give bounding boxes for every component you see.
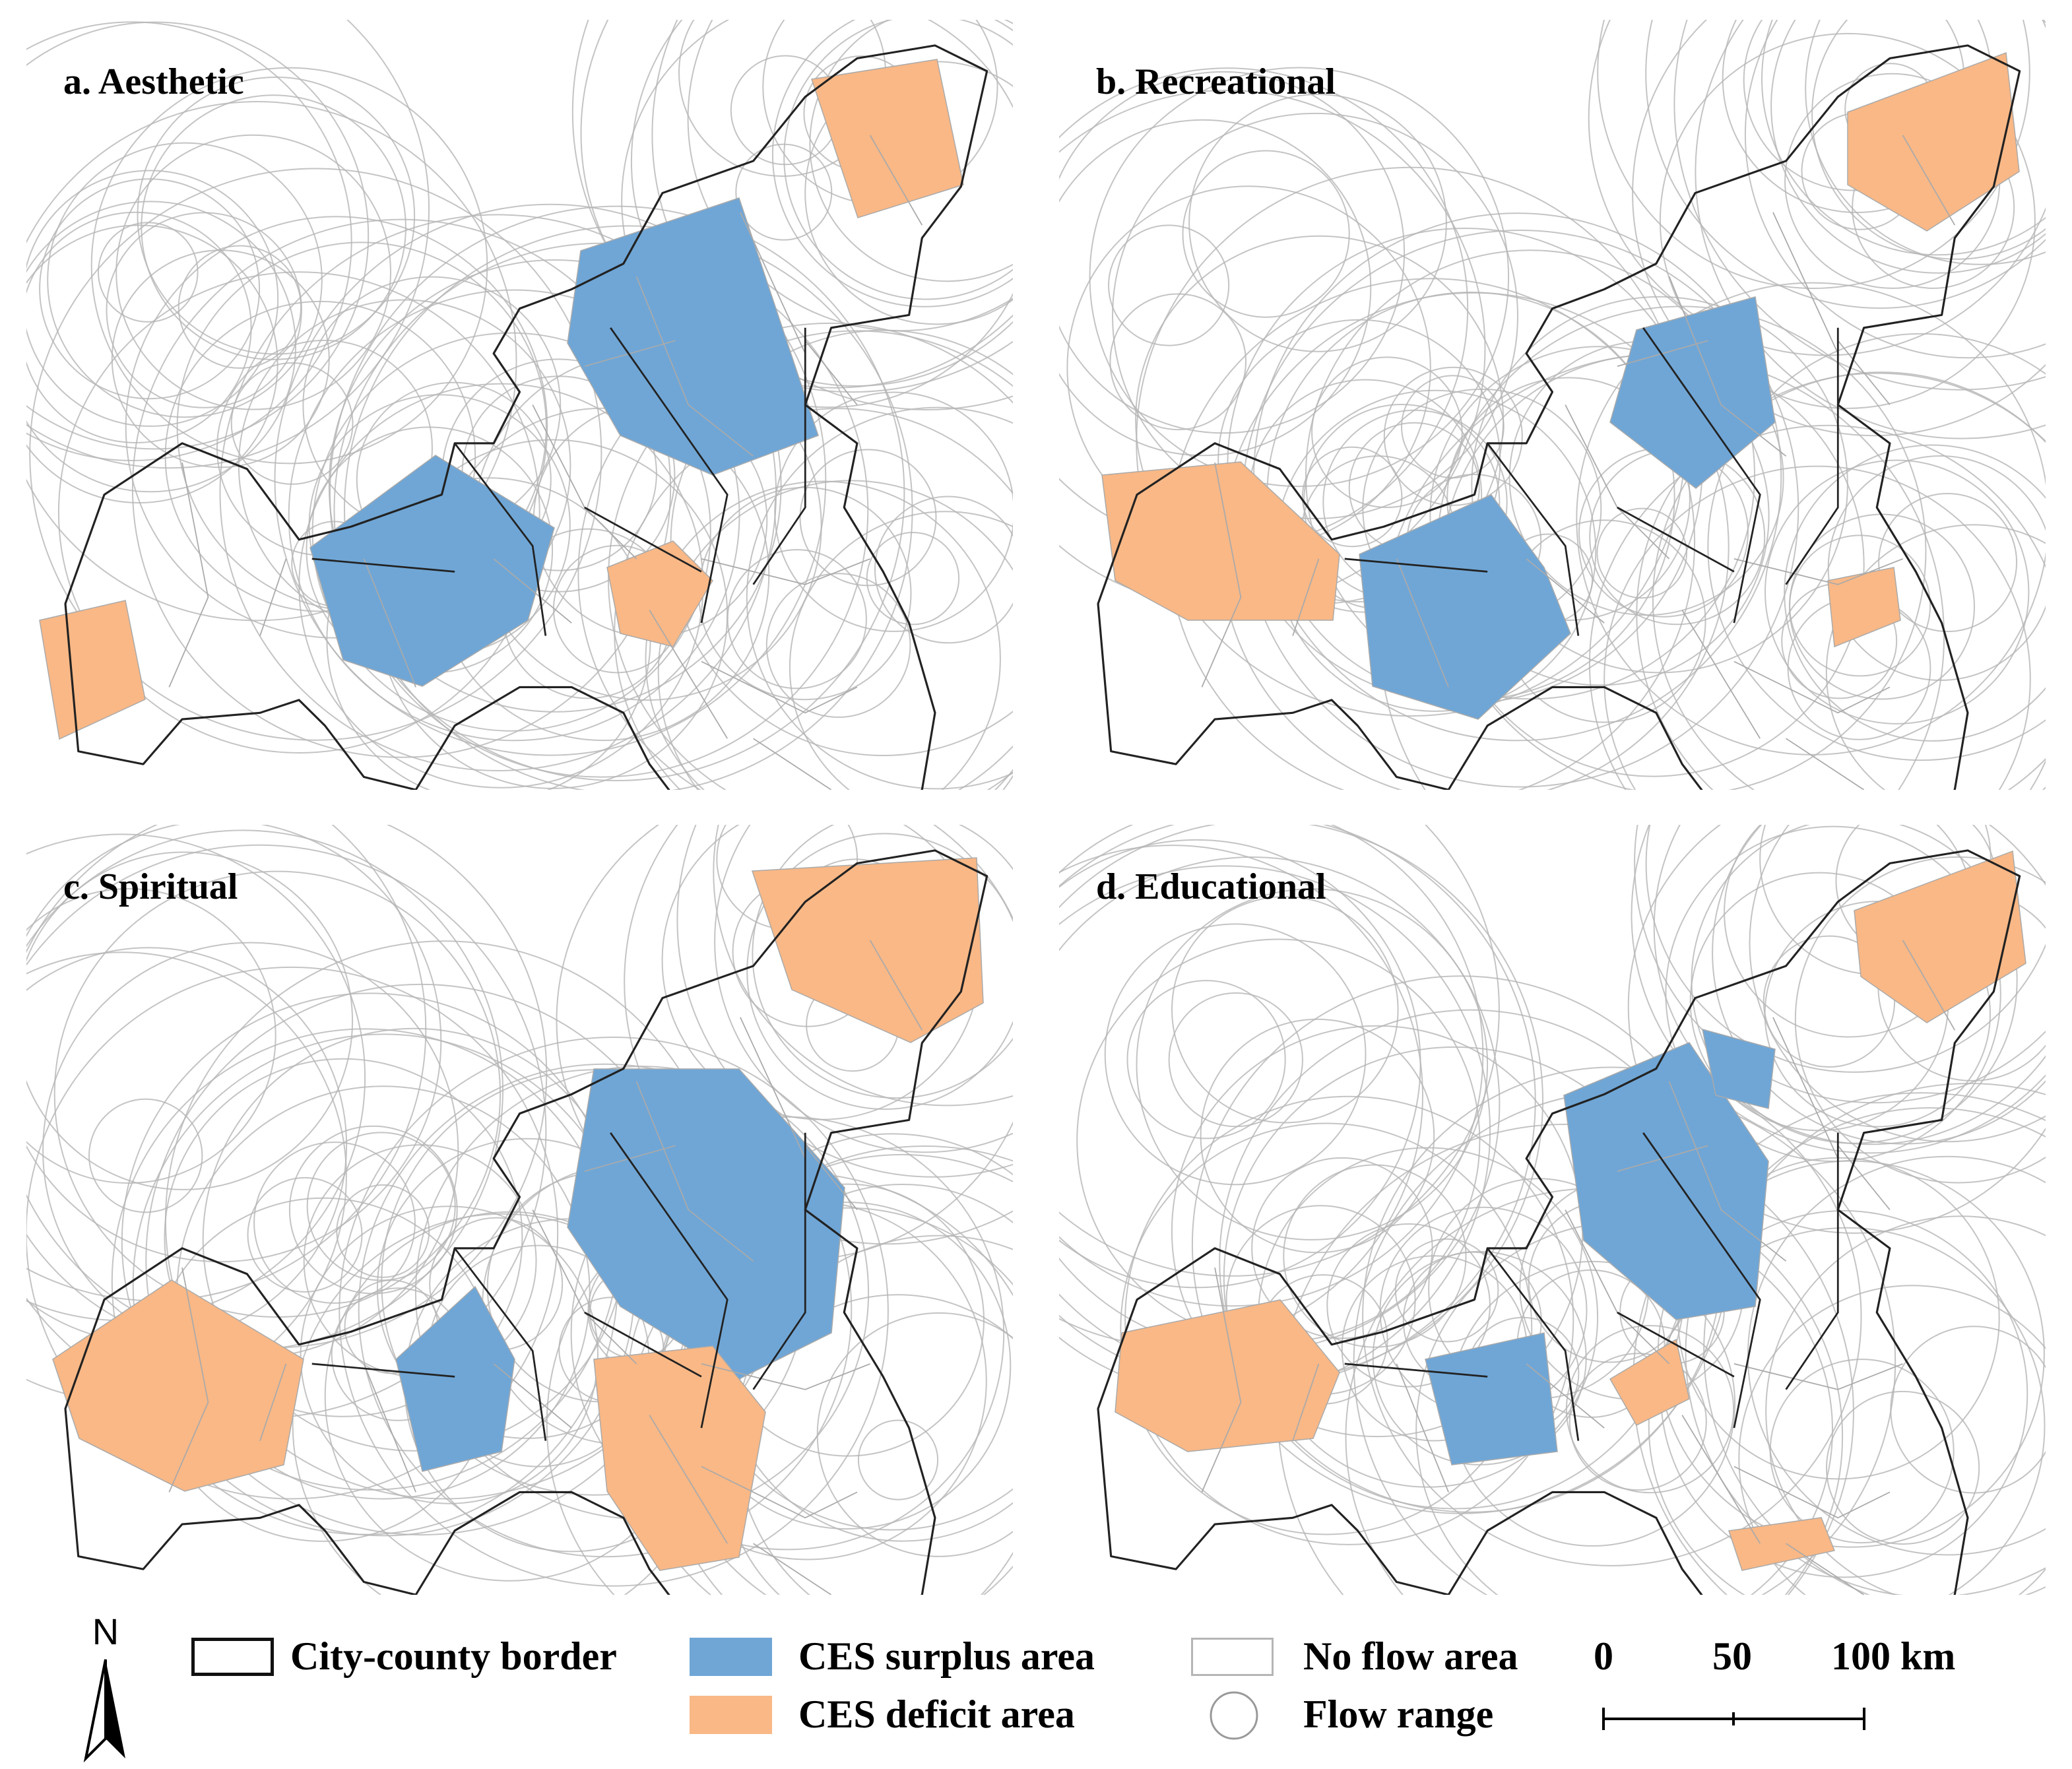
north-arrow-icon: N [83,1611,125,1763]
map-aesthetic [26,20,1013,790]
scale-bar [1602,1708,1865,1730]
scale-tick-0: 0 [1594,1634,1613,1678]
legend-deficit-label: CES deficit area [798,1692,1075,1736]
map-legend: N City-county border CES surplus area CE… [0,1597,2072,1769]
legend-surplus-label: CES surplus area [798,1634,1095,1678]
map-panel-recreational: b. Recreational [1059,20,2046,790]
map-educational [1059,825,2046,1595]
legend-surplus-swatch [690,1638,772,1676]
map-spiritual [26,825,1013,1595]
legend-border-swatch [191,1638,274,1676]
north-label: N [92,1611,119,1652]
panel-title: b. Recreational [1096,61,1336,102]
legend-noflow-label: No flow area [1303,1634,1518,1678]
map-recreational [1059,20,2046,790]
legend-noflow-swatch [1191,1638,1274,1676]
panel-title: a. Aesthetic [63,61,244,102]
flow-range-icon [1210,1691,1258,1740]
scale-tick-50: 50 [1712,1634,1752,1678]
map-panel-spiritual: c. Spiritual [26,825,1013,1595]
panel-title: d. Educational [1096,866,1326,907]
legend-deficit-swatch [690,1696,772,1734]
panel-title: c. Spiritual [63,866,238,907]
map-panel-aesthetic: a. Aesthetic [26,20,1013,790]
scale-tick-100: 100 km [1831,1634,1956,1678]
legend-border-label: City-county border [290,1634,617,1678]
legend-flow-label: Flow range [1303,1692,1494,1736]
map-panel-educational: d. Educational [1059,825,2046,1595]
